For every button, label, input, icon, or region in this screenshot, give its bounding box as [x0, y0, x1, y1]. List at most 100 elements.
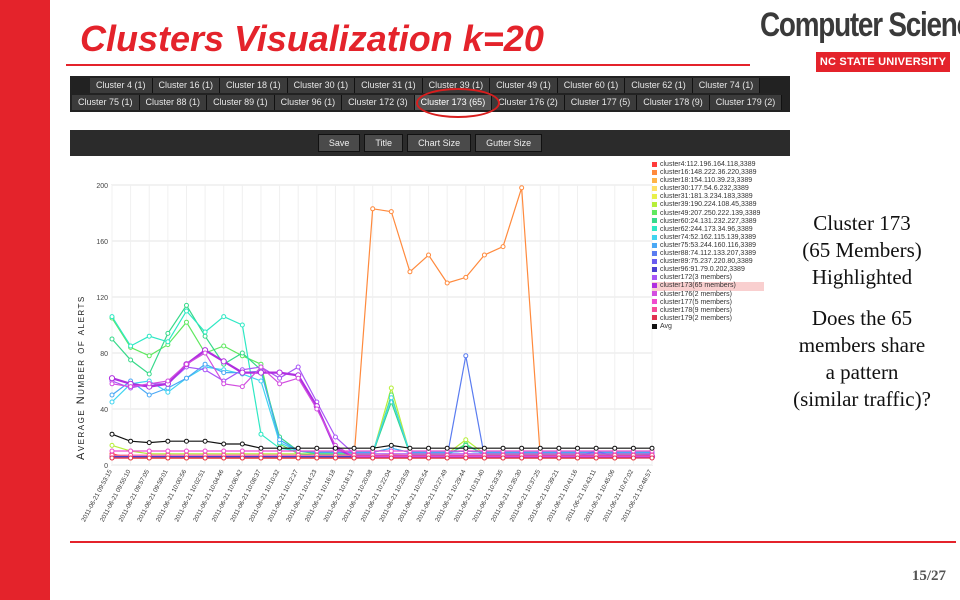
legend-label: cluster16:148.222.36.220,3389: [660, 169, 757, 177]
legend-item[interactable]: cluster179(2 members): [652, 315, 764, 323]
data-point: [612, 445, 618, 451]
data-point: [295, 364, 301, 370]
data-point: [556, 455, 562, 461]
y-tick-label: 200: [96, 183, 108, 190]
university-logo: Computer Science NC STATE UNIVERSITY: [760, 6, 960, 72]
data-point: [481, 252, 487, 258]
legend-label: cluster176(2 members): [660, 290, 732, 298]
legend-item[interactable]: cluster172(3 members): [652, 274, 764, 282]
cluster-tab[interactable]: Cluster 75 (1): [72, 95, 140, 110]
data-point: [649, 445, 655, 451]
data-point: [593, 455, 599, 461]
legend-item[interactable]: cluster176(2 members): [652, 291, 764, 299]
save-button[interactable]: Save: [317, 134, 361, 152]
data-point: [258, 378, 264, 384]
legend-item[interactable]: cluster89:75.237.220.80,3389: [652, 258, 764, 266]
legend-item[interactable]: cluster74:52.162.115.139,3389: [652, 234, 764, 242]
legend-item[interactable]: cluster39:190.224.108.45,3389: [652, 201, 764, 209]
data-point: [146, 353, 152, 359]
cluster-tab[interactable]: Cluster 172 (3): [342, 95, 415, 110]
legend-item[interactable]: cluster4:112.196.164.118,3389: [652, 161, 764, 169]
logo-department: Computer Science: [760, 6, 960, 44]
cluster-tab[interactable]: Cluster 88 (1): [139, 95, 208, 110]
cluster-tab[interactable]: Cluster 60 (1): [557, 78, 626, 93]
cluster-tab[interactable]: Cluster 62 (1): [625, 78, 693, 93]
legend-item[interactable]: cluster173(65 members): [652, 282, 764, 291]
legend-item[interactable]: cluster18:154.110.39.23,3389: [652, 177, 764, 185]
data-point: [128, 357, 134, 363]
chart-toolbar: Save Title Chart Size Gutter Size: [70, 130, 790, 156]
legend-swatch: [652, 218, 657, 224]
data-point: [426, 252, 432, 258]
legend-item[interactable]: cluster177(5 members): [652, 299, 764, 307]
legend-item[interactable]: cluster30:177.54.6.232,3389: [652, 185, 764, 193]
cluster-tab[interactable]: Cluster 179 (2): [709, 95, 783, 110]
data-point: [537, 445, 543, 451]
legend-item[interactable]: cluster178(9 members): [652, 307, 764, 315]
data-point: [332, 455, 338, 461]
legend-item[interactable]: cluster60:24.131.232.227,3389: [652, 218, 764, 226]
cluster-tab[interactable]: Cluster 4 (1): [90, 78, 153, 93]
cluster-tab[interactable]: Cluster 89 (1): [207, 95, 275, 110]
data-point: [109, 336, 115, 342]
cluster-tab[interactable]: Cluster 18 (1): [220, 78, 288, 93]
cluster-tab[interactable]: Cluster 16 (1): [152, 78, 221, 93]
data-point: [258, 455, 264, 461]
cluster-tab[interactable]: Cluster 31 (1): [355, 78, 423, 93]
data-point: [239, 369, 246, 376]
cluster-tab[interactable]: Cluster 176 (2): [492, 95, 565, 110]
data-point: [351, 445, 357, 451]
data-point: [146, 333, 152, 339]
chart-size-button[interactable]: Chart Size: [407, 134, 472, 152]
data-point: [519, 445, 525, 451]
cluster-tab[interactable]: Cluster 49 (1): [490, 78, 558, 93]
data-point: [128, 384, 134, 390]
legend-swatch: [652, 161, 657, 167]
data-point: [239, 322, 245, 328]
data-point: [239, 448, 245, 454]
data-point: [165, 389, 171, 395]
legend-label: cluster62:244.173.34.96,3389: [660, 225, 753, 233]
data-point: [202, 329, 208, 335]
cluster-tab[interactable]: Cluster 96 (1): [274, 95, 343, 110]
gutter-size-button[interactable]: Gutter Size: [475, 134, 543, 152]
legend-swatch: [652, 242, 657, 248]
title-button[interactable]: Title: [364, 134, 404, 152]
data-point: [183, 448, 189, 454]
data-point: [332, 434, 338, 440]
legend-item[interactable]: cluster31:181.3.234.183,3389: [652, 193, 764, 201]
data-point: [388, 385, 394, 391]
legend-label: cluster75:53.244.160.116,3389: [660, 241, 757, 249]
data-point: [220, 358, 227, 365]
data-point: [463, 455, 469, 461]
logo-university: NC STATE UNIVERSITY: [816, 52, 950, 72]
y-tick-label: 160: [96, 239, 108, 246]
legend-item[interactable]: cluster49:207.250.222.139,3389: [652, 210, 764, 218]
data-point: [202, 438, 208, 444]
cluster-tab[interactable]: Cluster 30 (1): [287, 78, 356, 93]
data-point: [109, 431, 115, 437]
legend-swatch: [652, 315, 657, 321]
data-point: [221, 441, 227, 447]
legend-item[interactable]: cluster96:91.79.0.202,3389: [652, 266, 764, 274]
side-line: Does the 65: [811, 306, 913, 330]
legend-swatch: [652, 274, 657, 280]
data-point: [239, 350, 245, 356]
data-point: [314, 455, 320, 461]
side-line: Cluster 173: [813, 211, 911, 235]
data-point: [295, 375, 301, 381]
y-tick-label: 40: [100, 407, 108, 414]
y-tick-label: 80: [100, 351, 108, 358]
legend-item[interactable]: cluster88:74.112.133.207,3389: [652, 250, 764, 258]
cluster-tab[interactable]: Cluster 177 (5): [564, 95, 638, 110]
cluster-tab[interactable]: Cluster 74 (1): [692, 78, 761, 93]
data-point: [183, 438, 189, 444]
data-point: [221, 455, 227, 461]
legend-item[interactable]: Avg: [652, 323, 764, 331]
legend-item[interactable]: cluster75:53.244.160.116,3389: [652, 242, 764, 250]
legend-item[interactable]: cluster16:148.222.36.220,3389: [652, 169, 764, 177]
data-point: [183, 375, 189, 381]
cluster-tab[interactable]: Cluster 178 (9): [637, 95, 710, 110]
legend-item[interactable]: cluster62:244.173.34.96,3389: [652, 226, 764, 234]
